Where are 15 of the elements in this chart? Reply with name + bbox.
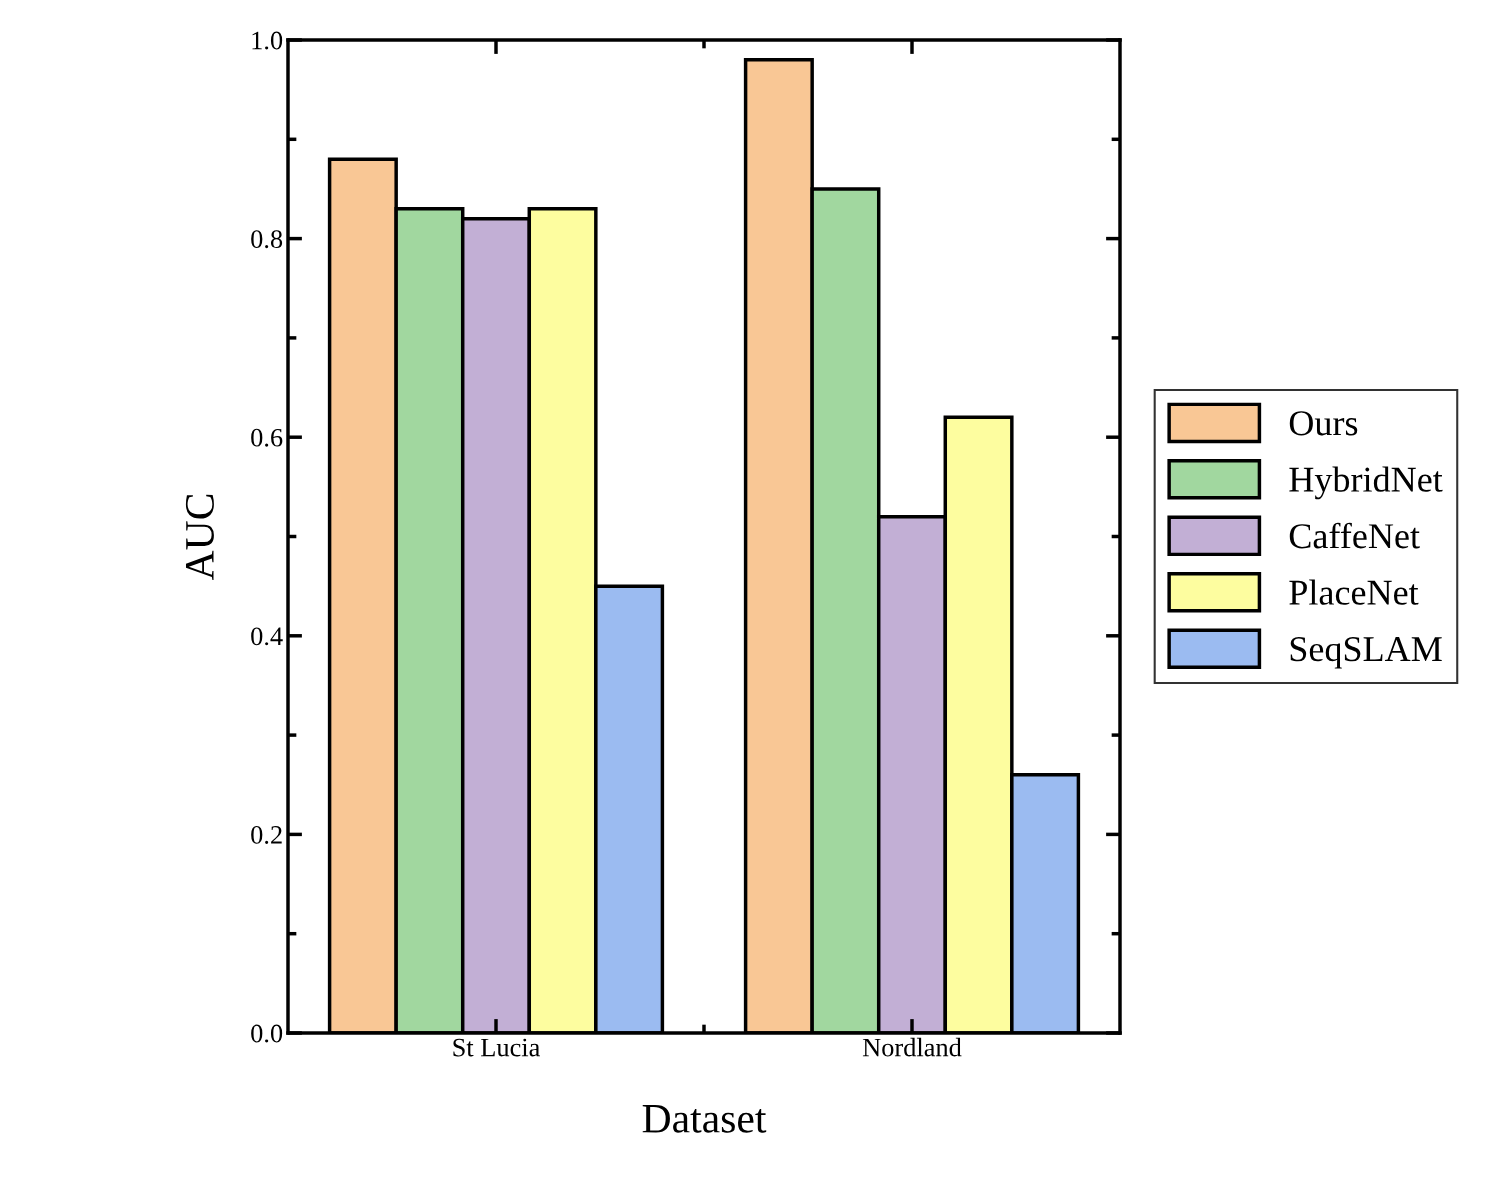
y-tick-label: 0.0 <box>251 1024 283 1043</box>
y-tick-label: 0.4 <box>251 627 283 646</box>
y-tick-label: 0.6 <box>251 428 283 447</box>
legend-label: HybridNet <box>1289 466 1443 500</box>
x-axis-title: Dataset <box>642 1105 767 1133</box>
legend-label: Ours <box>1289 411 1358 436</box>
y-tick-label: 1.0 <box>252 31 283 50</box>
y-tick-label: 0.8 <box>251 230 283 249</box>
legend-label: CaffeNet <box>1289 522 1420 549</box>
y-tick-label: 0.2 <box>251 826 282 844</box>
x-tick-label: St Lucia <box>453 1038 540 1057</box>
y-axis-title: AUC <box>185 494 214 581</box>
x-tick-label: Nordland <box>862 1037 962 1057</box>
legend-label: PlaceNet <box>1289 579 1419 605</box>
legend-label: SeqSLAM <box>1290 637 1442 669</box>
